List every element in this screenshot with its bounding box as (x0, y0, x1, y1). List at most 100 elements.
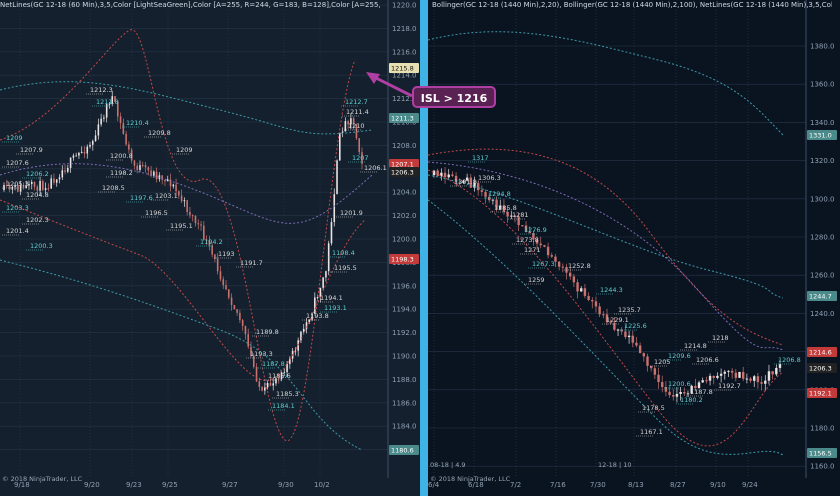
candle-body (194, 215, 197, 224)
date-axis-label: 7/30 (590, 481, 606, 489)
candle-body (462, 180, 465, 183)
candle-body (727, 370, 730, 372)
candle-body (233, 304, 236, 310)
candle-body (252, 355, 255, 367)
candle-body (36, 186, 39, 191)
level-annotation: 1200.6 (668, 380, 691, 388)
candle-body (147, 167, 150, 171)
candle-body (75, 155, 77, 157)
level-annotation: 1208.5 (102, 184, 125, 192)
candle-body (236, 309, 238, 313)
date-axis-label: 7/16 (550, 481, 566, 489)
level-annotation: 1186.6 (268, 372, 291, 380)
level-annotation: 1178.5 (642, 404, 665, 412)
price-axis-label: 1280.0 (810, 234, 835, 242)
right-date-index-left: 08-18 | 4.9 (430, 461, 466, 469)
candle-body (484, 191, 487, 197)
price-tag-label: 1207.1 (391, 161, 414, 169)
candle-body (197, 223, 200, 225)
level-annotation: 1267.3 (532, 260, 555, 268)
date-axis-label: 10/2 (314, 481, 330, 489)
candle-body (469, 177, 473, 188)
candle-body (491, 199, 495, 201)
right-chart-panel[interactable]: 1380.0 1360.0 1340.0 1320.0 1300.0 1280.0 1260… (428, 0, 840, 496)
right-price-chart[interactable]: 1380.0 1360.0 1340.0 1320.0 1300.0 1280.0 1260… (428, 0, 840, 496)
level-annotation: 1187.8 (262, 360, 285, 368)
price-axis-label: 1188.0 (392, 376, 417, 384)
date-axis-label: 9/27 (222, 481, 238, 489)
candle-body (580, 288, 583, 292)
candle-body (105, 104, 108, 118)
candle-body (8, 185, 11, 190)
candle-body (300, 331, 302, 341)
left-chart-panel[interactable]: 1220.01218.01216.01214.01212.01210.01208… (0, 0, 420, 496)
price-tag (389, 445, 419, 455)
level-annotation: 1209.6 (668, 352, 691, 360)
price-tag-label: 1244.7 (809, 293, 832, 301)
price-axis-label: 1160.0 (810, 463, 835, 471)
candle-body (269, 382, 272, 386)
candle-body (227, 289, 230, 298)
date-axis-label: 9/24 (742, 481, 758, 489)
candle-body (294, 350, 297, 352)
candle-body (745, 378, 749, 380)
candle-body (741, 371, 745, 379)
left-price-chart[interactable]: 1220.01218.01216.01214.01212.01210.01208… (0, 0, 420, 496)
candle-body (97, 124, 100, 136)
candle-body (613, 322, 616, 330)
level-annotation: 1206.2 (26, 170, 49, 178)
candle-body (524, 225, 528, 232)
candle-body (30, 181, 33, 185)
level-annotation: 1212.3 (90, 86, 113, 94)
price-axis-label: 1202.0 (392, 212, 417, 220)
candle-body (211, 245, 213, 255)
price-axis-label: 1218.0 (392, 25, 417, 33)
date-axis-label: 9/30 (278, 481, 294, 489)
candle-body (316, 296, 319, 298)
candle-body (58, 177, 61, 180)
level-annotation: 1209 (6, 134, 23, 142)
price-axis-label: 1220.0 (392, 2, 417, 10)
candle-body (178, 191, 180, 196)
candle-body (183, 200, 186, 202)
candle-body (583, 288, 587, 296)
panel-divider[interactable] (420, 0, 428, 496)
candle-body (330, 221, 333, 244)
candle-body (116, 101, 119, 117)
level-annotation: 1210 (348, 122, 365, 130)
candle-body (61, 170, 64, 178)
candle-body (679, 391, 682, 394)
candle-body (638, 345, 642, 354)
candle-body (447, 174, 450, 178)
date-axis-label: 6/18 (468, 481, 484, 489)
bollinger-band (0, 81, 373, 135)
candle-body (712, 375, 715, 378)
bollinger-band (428, 174, 784, 299)
candle-body (5, 185, 8, 187)
date-axis-label: 6/4 (428, 481, 440, 489)
level-annotation: 1197.6 (130, 194, 153, 202)
level-annotation: 1207.6 (6, 159, 29, 167)
date-axis-label: 9/23 (126, 481, 142, 489)
level-annotation: 1244.3 (600, 286, 623, 294)
level-annotation: 1167.1 (640, 428, 663, 436)
candle-body (225, 285, 227, 290)
price-tag (389, 254, 419, 264)
candle-body (144, 165, 147, 168)
candle-body (272, 383, 274, 386)
level-annotation: 1301.8 (454, 178, 477, 186)
price-axis-label: 1320.0 (810, 157, 835, 165)
level-annotation: 1205 (654, 358, 671, 366)
candle-body (336, 160, 338, 195)
price-tag (807, 347, 837, 357)
candle-body (499, 205, 502, 210)
level-annotation: 1193.1 (324, 304, 347, 312)
candle-body (214, 254, 216, 259)
level-annotation: 1204.8 (26, 191, 49, 199)
candle-body (338, 132, 341, 161)
candle-body (180, 195, 183, 202)
left-chart-title: NetLines(GC 12-18 (60 Min),3,5,Color [Li… (0, 1, 380, 9)
candle-body (532, 233, 535, 240)
candle-body (683, 391, 686, 394)
bollinger-band (428, 148, 784, 346)
